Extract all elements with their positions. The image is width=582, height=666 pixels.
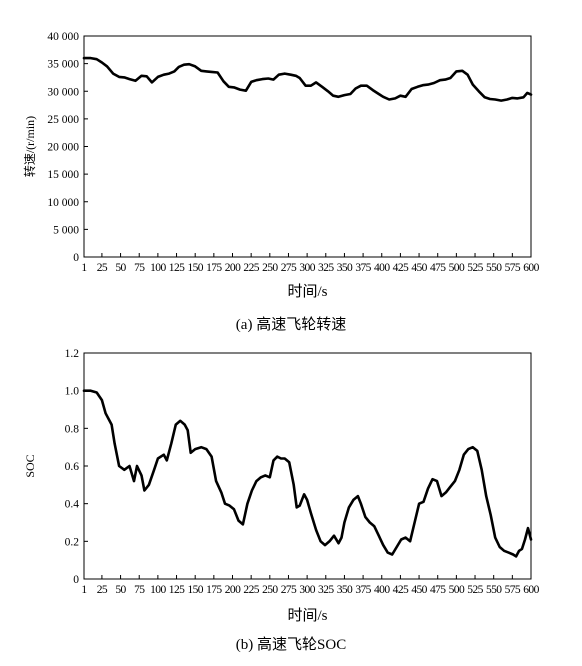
x-tick-label: 600 xyxy=(523,584,539,596)
x-tick-label: 175 xyxy=(206,262,222,274)
x-tick-label: 400 xyxy=(374,584,390,596)
x-axis-label: 时间/s xyxy=(287,607,327,624)
x-axis-label: 时间/s xyxy=(287,283,327,300)
x-tick-label: 100 xyxy=(150,584,166,596)
x-tick-label: 300 xyxy=(299,584,315,596)
x-tick-label: 475 xyxy=(430,584,446,596)
y-tick-label: 0 xyxy=(73,574,79,586)
x-tick-label: 1 xyxy=(81,262,87,274)
x-tick-label: 425 xyxy=(393,262,409,274)
x-tick-label: 575 xyxy=(505,584,521,596)
x-tick-label: 75 xyxy=(134,262,145,274)
y-tick-label: 25 000 xyxy=(47,114,79,126)
x-tick-label: 25 xyxy=(97,262,108,274)
y-tick-label: 0 xyxy=(73,252,79,264)
x-tick-label: 325 xyxy=(318,262,334,274)
x-tick-label: 600 xyxy=(523,262,539,274)
series-line xyxy=(82,56,533,102)
y-tick-label: 0.8 xyxy=(65,423,80,435)
y-tick-label: 35 000 xyxy=(47,59,79,71)
y-tick-label: 30 000 xyxy=(47,86,79,98)
x-tick-label: 100 xyxy=(150,262,166,274)
x-tick-label: 150 xyxy=(187,584,203,596)
x-tick-label: 250 xyxy=(262,584,278,596)
x-tick-label: 50 xyxy=(115,584,126,596)
x-tick-label: 125 xyxy=(169,262,185,274)
x-tick-label: 200 xyxy=(225,584,241,596)
x-tick-label: 25 xyxy=(97,584,108,596)
x-tick-label: 250 xyxy=(262,262,278,274)
x-tick-label: 1 xyxy=(81,584,87,596)
x-tick-label: 525 xyxy=(467,584,483,596)
x-tick-label: 500 xyxy=(449,584,465,596)
y-tick-label: 20 000 xyxy=(47,142,79,154)
x-tick-label: 450 xyxy=(411,584,427,596)
x-tick-label: 500 xyxy=(449,262,465,274)
x-tick-label: 325 xyxy=(318,584,334,596)
x-tick-label: 550 xyxy=(486,262,502,274)
x-tick-label: 225 xyxy=(243,262,259,274)
x-tick-label: 275 xyxy=(281,584,297,596)
y-tick-label: 5 000 xyxy=(53,224,79,236)
x-tick-label: 275 xyxy=(281,262,297,274)
caption-a: (a) 高速飞轮转速 xyxy=(235,317,347,333)
y-tick-label: 0.4 xyxy=(65,499,80,511)
x-tick-label: 200 xyxy=(225,262,241,274)
y-tick-label: 1.0 xyxy=(65,386,80,398)
x-tick-label: 550 xyxy=(486,584,502,596)
x-tick-label: 450 xyxy=(411,262,427,274)
plot-frame xyxy=(83,352,532,580)
x-tick-label: 525 xyxy=(467,262,483,274)
chart-a-speed: 0 5 000 10 000 15 000 20 000 25 000 30 000 35 0… xyxy=(22,31,540,300)
y-tick-label: 0.6 xyxy=(65,461,80,473)
y-axis-label: SOC xyxy=(23,454,37,477)
x-tick-label: 75 xyxy=(134,584,145,596)
x-tick-label: 350 xyxy=(337,584,353,596)
x-tick-label: 375 xyxy=(355,262,371,274)
x-tick-label: 300 xyxy=(299,262,315,274)
plot-frame xyxy=(83,35,532,258)
x-tick-label: 175 xyxy=(206,584,222,596)
series-line xyxy=(82,389,533,558)
x-tick-label: 425 xyxy=(393,584,409,596)
y-tick-label: 0.2 xyxy=(65,536,80,548)
x-tick-label: 225 xyxy=(243,584,259,596)
x-tick-label: 575 xyxy=(505,262,521,274)
y-tick-label: 15 000 xyxy=(47,169,79,181)
x-tick-label: 350 xyxy=(337,262,353,274)
x-tick-label: 375 xyxy=(355,584,371,596)
chart-b-soc: 00.20.40.60.81.01.21 25 50 75 100 125 150 175 20… xyxy=(23,348,540,624)
x-tick-label: 125 xyxy=(169,584,185,596)
x-tick-label: 150 xyxy=(187,262,203,274)
y-tick-label: 40 000 xyxy=(47,31,79,43)
caption-b: (b) 高速飞轮SOC xyxy=(235,637,347,653)
y-axis-label: 转速/(r/min) xyxy=(22,116,37,177)
y-tick-label: 10 000 xyxy=(47,197,79,209)
x-tick-label: 400 xyxy=(374,262,390,274)
x-tick-label: 475 xyxy=(430,262,446,274)
y-tick-label: 1.2 xyxy=(65,348,80,360)
x-tick-label: 50 xyxy=(115,262,126,274)
